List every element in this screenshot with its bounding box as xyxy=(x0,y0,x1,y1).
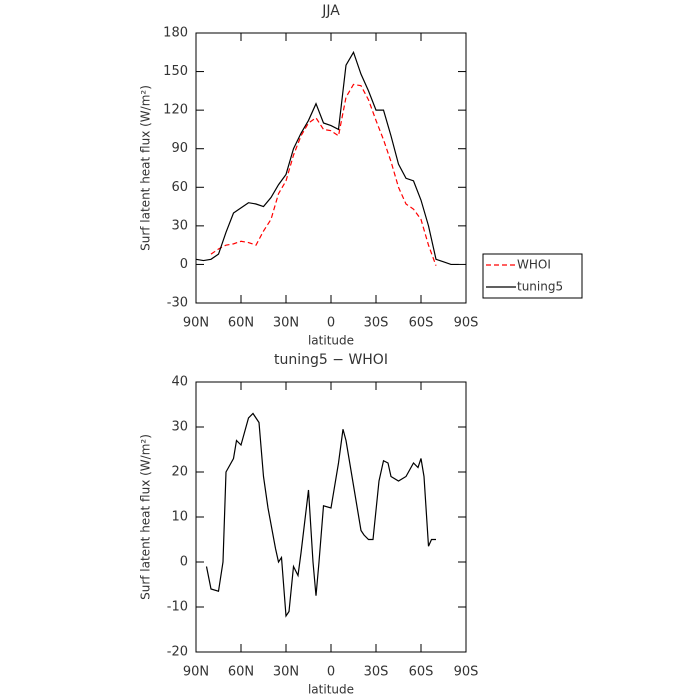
x-axis-label: latitude xyxy=(308,683,354,697)
line-series xyxy=(210,83,437,266)
y-tick-label: 10 xyxy=(171,510,188,525)
y-tick-label: 0 xyxy=(180,257,188,272)
x-axis-label: latitude xyxy=(308,334,354,348)
chart-title: tuning5 − WHOI xyxy=(274,352,388,368)
legend-box xyxy=(482,253,583,299)
legend-label: WHOI xyxy=(517,258,551,272)
x-tick-label: 90N xyxy=(183,316,209,331)
y-axis-label: Surf latent heat flux (W/m²) xyxy=(139,434,153,600)
y-tick-label: -30 xyxy=(167,296,188,311)
y-tick-label: 150 xyxy=(163,64,188,79)
y-tick-label: 30 xyxy=(171,420,188,435)
legend-label: tuning5 xyxy=(517,280,563,294)
y-tick-label: 60 xyxy=(171,180,188,195)
y-tick-label: 120 xyxy=(163,103,188,118)
line-series xyxy=(205,412,436,618)
chart-title: JJA xyxy=(321,3,340,19)
y-tick-label: 30 xyxy=(171,218,188,233)
y-tick-label: 90 xyxy=(171,141,188,156)
x-tick-label: 30N xyxy=(273,665,299,680)
y-tick-label: 20 xyxy=(171,465,188,480)
x-tick-label: 60S xyxy=(409,665,434,680)
y-tick-label: 40 xyxy=(171,375,188,390)
plot-frame xyxy=(195,32,467,304)
y-tick-label: -10 xyxy=(167,600,188,615)
y-axis-label: Surf latent heat flux (W/m²) xyxy=(139,85,153,251)
x-tick-label: 30S xyxy=(364,316,389,331)
x-tick-label: 60S xyxy=(409,316,434,331)
x-tick-label: 60N xyxy=(228,316,254,331)
y-tick-label: -20 xyxy=(167,645,188,660)
plot-frame xyxy=(195,381,467,653)
x-tick-label: 90S xyxy=(454,665,479,680)
x-tick-label: 0 xyxy=(327,665,335,680)
y-tick-label: 180 xyxy=(163,26,188,41)
y-tick-label: 0 xyxy=(180,555,188,570)
x-tick-label: 60N xyxy=(228,665,254,680)
line-series xyxy=(195,50,459,266)
x-tick-label: 30N xyxy=(273,316,299,331)
x-tick-label: 30S xyxy=(364,665,389,680)
x-tick-label: 90S xyxy=(454,316,479,331)
x-tick-label: 0 xyxy=(327,316,335,331)
x-tick-label: 90N xyxy=(183,665,209,680)
